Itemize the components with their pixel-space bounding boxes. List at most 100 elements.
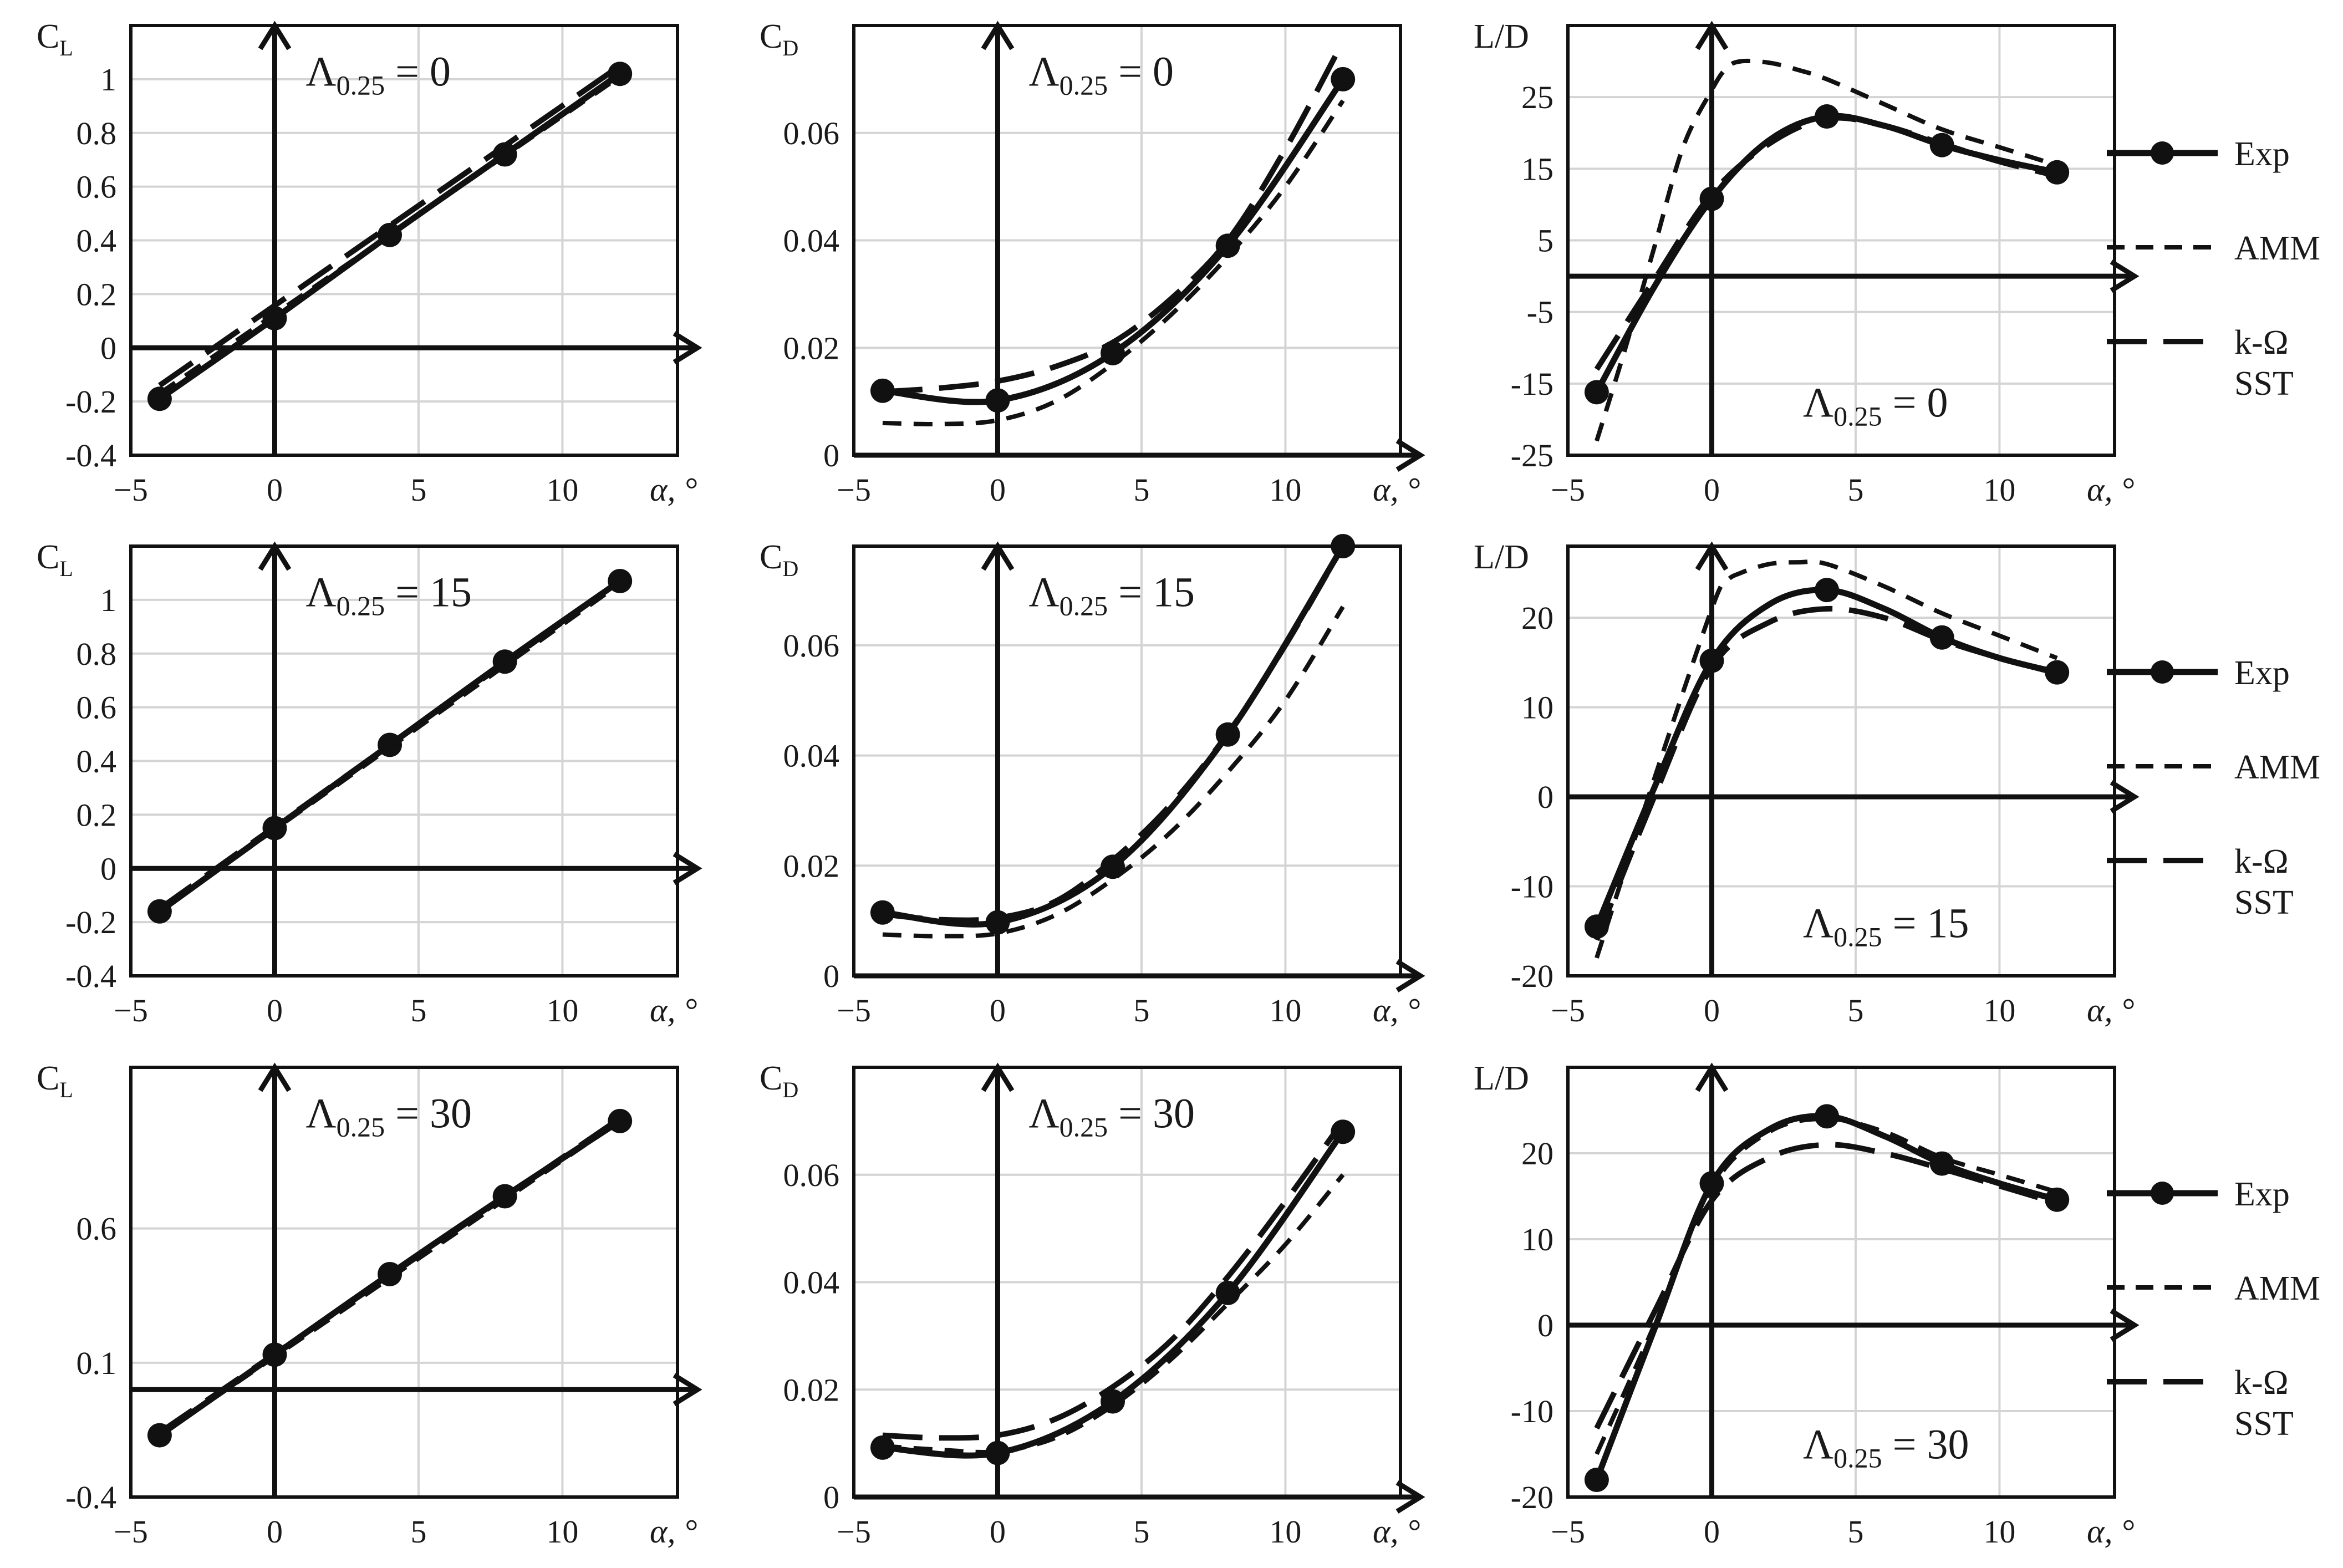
x-tick-label: 10 [1269, 472, 1301, 508]
x-tick-label: −5 [837, 992, 871, 1029]
exp-data-point [985, 388, 1010, 413]
series-line-amm [882, 99, 1345, 426]
x-tick-label: −5 [1551, 1514, 1585, 1550]
y-tick-label: 0 [823, 1479, 839, 1515]
sweep-value: = 0 [1108, 49, 1174, 95]
x-tick-label: 0 [267, 1514, 283, 1550]
y-axis-arrowhead [981, 1062, 1015, 1092]
x-tick-label: 5 [1133, 472, 1149, 508]
series-line-k-sst [158, 63, 622, 388]
sweep-value: = 15 [385, 569, 472, 616]
y-tick-label: 10 [1521, 690, 1553, 726]
y-tick-label: 10 [1521, 1221, 1553, 1258]
y-tick-label: 0 [100, 330, 116, 366]
sweep-symbol: Λ [1029, 569, 1060, 616]
sweep-annotation: Λ0.25 = 30 [306, 1091, 472, 1143]
legend-marker [2151, 141, 2174, 165]
x-tick-label: −5 [1551, 992, 1585, 1029]
sweep-symbol: Λ [1803, 379, 1833, 426]
exp-data-point [1699, 1171, 1724, 1196]
y-tick-label: 1 [100, 62, 116, 98]
panel-ld-0: −5 0 5 10 -25 -15 -5 5 15 25 L/D α, ° Λ0.25 = 0 [1474, 18, 2140, 508]
y-tick-label: -20 [1511, 1479, 1553, 1515]
y-axis-arrowhead [258, 1062, 292, 1092]
x-tick-label: 0 [1704, 1514, 1720, 1550]
sweep-value: = 30 [1108, 1091, 1195, 1137]
y-tick-label: 0.02 [783, 330, 840, 366]
y-tick-label: -10 [1511, 869, 1553, 905]
x-axis-label: α, ° [650, 1513, 697, 1550]
series-line-amm [1595, 1117, 2058, 1455]
y-tick-label: 0.04 [783, 223, 840, 259]
plot-frame [1566, 544, 2116, 978]
x-tick-label: 5 [1133, 1514, 1149, 1550]
series-line-k-sst [158, 1116, 622, 1435]
exp-data-point [1215, 1280, 1240, 1305]
sweep-subscript: 0.25 [1833, 400, 1882, 431]
x-tick-label: 0 [990, 472, 1006, 508]
y-axis-label-main: L/D [1474, 1060, 1529, 1097]
y-axis-label-sub: L [59, 1077, 73, 1102]
y-tick-label: 0.2 [77, 797, 117, 833]
x-axis-label: α, ° [1373, 471, 1420, 508]
sweep-annotation: Λ0.25 = 0 [306, 49, 451, 101]
y-tick-label: 0.4 [77, 744, 117, 780]
y-axis-label-sub: D [782, 556, 798, 581]
panel-ld-15: −5 0 5 10 -20 -10 0 10 20 L/D α, ° Λ0.25 = 15 [1474, 538, 2140, 1029]
x-tick-label: 10 [1983, 992, 2015, 1029]
y-axis-label-main: C [37, 1060, 59, 1097]
y-tick-label: -5 [1527, 294, 1553, 330]
series-line-exp [882, 77, 1346, 405]
y-tick-label: 0 [1537, 779, 1553, 815]
sweep-annotation: Λ0.25 = 30 [1029, 1091, 1195, 1143]
y-tick-label: 0 [823, 958, 839, 994]
y-axis-label-main: C [760, 538, 782, 576]
exp-data-point [985, 1440, 1010, 1465]
legend-label: Exp [2234, 1175, 2290, 1213]
y-tick-label: 0 [1537, 1307, 1553, 1343]
sweep-symbol: Λ [306, 1091, 337, 1137]
y-tick-label: 0.02 [783, 848, 840, 884]
x-tick-label: 10 [1983, 1514, 2015, 1550]
legend-label: k-Ω [2234, 1364, 2289, 1402]
x-axis-label: α, ° [1373, 992, 1420, 1029]
series-line-exp [1593, 587, 2058, 928]
y-axis-label: L/D [1474, 538, 1529, 576]
series-line-exp [1594, 113, 2058, 394]
series-line-k-sst [1594, 1142, 2058, 1430]
y-tick-label: -0.4 [65, 437, 116, 474]
y-tick-label: 0.2 [77, 276, 117, 312]
legend-label: k-Ω [2234, 843, 2289, 880]
y-axis-label-sub: D [782, 35, 798, 60]
legend-marker [2151, 1182, 2174, 1205]
plot-frame [129, 24, 679, 457]
y-axis-label-sub: L [59, 556, 73, 581]
y-tick-label: 15 [1521, 151, 1553, 187]
sweep-symbol: Λ [1029, 49, 1060, 95]
y-tick-label: 0.8 [77, 115, 117, 151]
y-tick-label: 25 [1521, 79, 1553, 115]
y-tick-label: -0.4 [65, 1479, 116, 1515]
x-tick-label: 0 [990, 992, 1006, 1029]
legend-label: Exp [2234, 654, 2290, 692]
sweep-symbol: Λ [306, 569, 337, 616]
x-axis-label: α, ° [650, 471, 697, 508]
y-tick-label: 0 [823, 437, 839, 474]
x-tick-label: 5 [1847, 472, 1863, 508]
sweep-annotation: Λ0.25 = 0 [1803, 379, 1948, 431]
y-axis-label: CD [760, 538, 798, 581]
legend-label: AMM [2234, 1270, 2320, 1307]
x-tick-label: 10 [546, 472, 578, 508]
series-line-k-sst [1594, 605, 2058, 941]
y-axis-label: CD [760, 18, 798, 60]
y-tick-label: 0.4 [77, 223, 117, 259]
sweep-value: = 0 [1882, 379, 1948, 426]
y-axis-arrowhead [981, 21, 1015, 50]
x-tick-label: −5 [114, 992, 148, 1029]
panel-ld-30: −5 0 5 10 -20 -10 0 10 20 L/D α, ° Λ0.25 = 30 [1474, 1060, 2140, 1550]
x-tick-label: 5 [410, 472, 426, 508]
